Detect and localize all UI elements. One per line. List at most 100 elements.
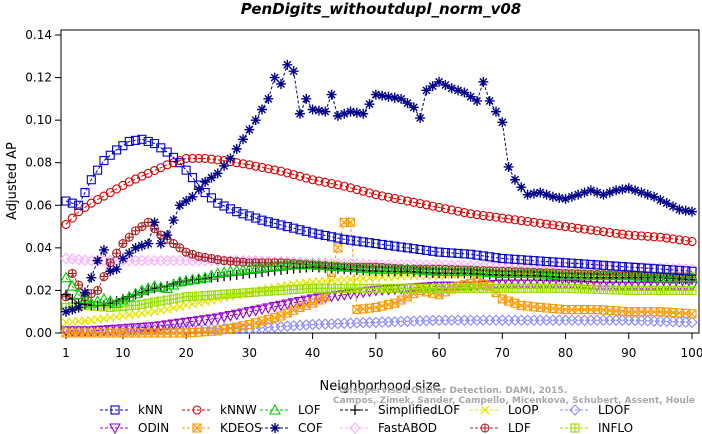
data-point bbox=[504, 254, 514, 264]
data-point bbox=[554, 257, 564, 267]
data-point bbox=[98, 292, 110, 304]
data-point bbox=[402, 196, 413, 206]
data-point bbox=[124, 136, 134, 146]
series-knnw bbox=[61, 153, 697, 247]
data-point bbox=[598, 189, 609, 200]
y-tick-label: 0.00 bbox=[25, 326, 52, 340]
data-point bbox=[504, 214, 514, 224]
data-point bbox=[496, 267, 509, 278]
data-point bbox=[230, 264, 243, 276]
y-tick-label: 0.02 bbox=[25, 283, 52, 297]
data-point bbox=[289, 223, 299, 233]
data-point bbox=[74, 200, 84, 210]
data-point bbox=[282, 59, 293, 70]
data-point bbox=[510, 215, 520, 225]
data-point bbox=[636, 263, 646, 273]
y-tick-label: 0.14 bbox=[25, 28, 52, 42]
data-point bbox=[661, 198, 672, 209]
data-point bbox=[308, 175, 318, 185]
data-point bbox=[289, 170, 299, 180]
data-point bbox=[136, 240, 147, 251]
data-point bbox=[161, 320, 174, 332]
data-point bbox=[668, 265, 678, 275]
data-point bbox=[472, 95, 483, 106]
data-point bbox=[238, 209, 248, 219]
data-point bbox=[332, 110, 343, 121]
data-point bbox=[244, 160, 254, 170]
legend-label: INFLO bbox=[598, 421, 633, 434]
data-point bbox=[402, 243, 413, 253]
data-point bbox=[333, 233, 343, 243]
data-point bbox=[585, 185, 596, 196]
legend-marker bbox=[350, 405, 360, 415]
data-point bbox=[326, 89, 337, 100]
data-point bbox=[560, 258, 571, 268]
data-point bbox=[382, 263, 395, 274]
data-point bbox=[471, 265, 483, 277]
data-point bbox=[605, 261, 615, 271]
data-point bbox=[99, 272, 109, 282]
data-point bbox=[66, 280, 79, 291]
data-point bbox=[686, 316, 698, 329]
data-point bbox=[295, 171, 305, 181]
data-point bbox=[270, 165, 280, 175]
data-point bbox=[194, 153, 204, 164]
data-point bbox=[186, 316, 199, 328]
data-point bbox=[542, 256, 552, 267]
data-point bbox=[168, 215, 179, 226]
data-point bbox=[319, 259, 332, 271]
data-point bbox=[308, 228, 318, 238]
data-point bbox=[268, 302, 281, 313]
data-point bbox=[300, 258, 313, 270]
data-point bbox=[249, 262, 262, 273]
data-point bbox=[655, 264, 665, 274]
data-point bbox=[433, 265, 446, 276]
data-point bbox=[345, 235, 356, 245]
data-point bbox=[276, 220, 286, 230]
data-point bbox=[407, 263, 420, 275]
data-point bbox=[86, 175, 96, 185]
legend-marker bbox=[569, 404, 581, 416]
data-point bbox=[377, 191, 387, 201]
data-point bbox=[566, 191, 577, 202]
data-point bbox=[579, 187, 590, 198]
watermark-line-2: Campos, Zimek, Sander, Campello, Micenko… bbox=[333, 396, 695, 406]
data-point bbox=[180, 317, 193, 329]
data-point bbox=[257, 215, 267, 225]
series-line bbox=[66, 319, 693, 332]
data-point bbox=[237, 263, 249, 275]
data-point bbox=[93, 285, 103, 295]
data-point bbox=[135, 322, 148, 334]
data-point bbox=[630, 230, 640, 241]
data-point bbox=[509, 174, 520, 185]
y-tick-label: 0.10 bbox=[25, 113, 52, 127]
legend-label: COF bbox=[298, 421, 323, 434]
data-point bbox=[175, 158, 185, 168]
data-point bbox=[142, 322, 155, 334]
data-point bbox=[535, 218, 545, 228]
data-point bbox=[428, 201, 438, 211]
data-point bbox=[269, 72, 280, 83]
data-point bbox=[200, 176, 211, 187]
legend-item-ldf: LDF bbox=[470, 421, 531, 434]
data-point bbox=[409, 197, 419, 207]
data-point bbox=[225, 153, 236, 164]
data-point bbox=[434, 202, 444, 212]
series-line bbox=[65, 272, 692, 323]
data-point bbox=[173, 318, 186, 330]
data-point bbox=[434, 247, 444, 257]
data-point bbox=[338, 260, 351, 272]
data-point bbox=[420, 264, 433, 275]
data-point bbox=[534, 267, 547, 279]
data-point bbox=[67, 213, 77, 223]
data-point bbox=[542, 219, 552, 229]
data-point bbox=[263, 93, 274, 104]
data-point bbox=[167, 319, 180, 331]
data-point bbox=[548, 257, 558, 267]
data-point bbox=[251, 213, 261, 223]
legend-item-fastabod: FastABOD bbox=[340, 421, 437, 434]
data-point bbox=[60, 271, 72, 283]
data-point bbox=[314, 176, 324, 186]
data-point bbox=[124, 232, 134, 242]
